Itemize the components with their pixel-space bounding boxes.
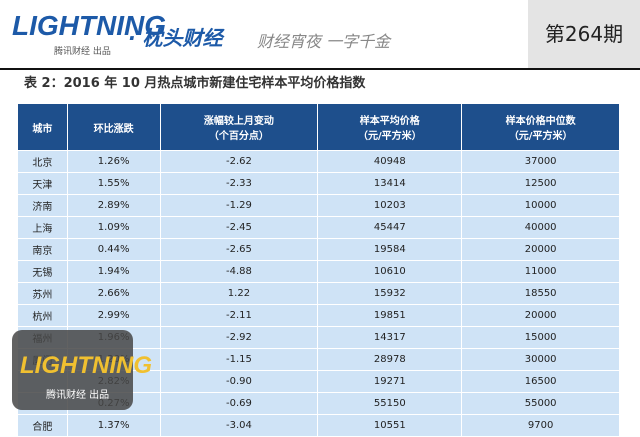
cell: 13414 xyxy=(317,172,463,195)
table-row: 天津 1.55% -2.33 13414 12500 xyxy=(17,172,620,195)
logo-sub: 腾讯财经 出品 xyxy=(54,47,111,57)
cell: 20000 xyxy=(461,238,620,261)
cell: 1.94% xyxy=(66,260,161,283)
cell: 0.44% xyxy=(66,238,161,261)
table-row: 苏州 2.66% 1.22 15932 18550 xyxy=(17,282,620,305)
cell: -0.69 xyxy=(159,392,319,415)
table-row: 北京 1.26% -2.62 40948 37000 xyxy=(17,150,620,173)
cell: 2.99% xyxy=(66,304,161,327)
table-row: 上海 1.09% -2.45 45447 40000 xyxy=(17,216,620,239)
cell: 2.89% xyxy=(66,194,161,217)
cell: 天津 xyxy=(17,172,68,195)
cell: 2.66% xyxy=(66,282,161,305)
cell: -2.92 xyxy=(159,326,319,349)
cell: 10551 xyxy=(317,414,463,437)
cell: 37000 xyxy=(461,150,620,173)
cell: 28978 xyxy=(317,348,463,371)
cell: 10203 xyxy=(317,194,463,217)
cell: 合肥 xyxy=(17,414,68,437)
cell: 19271 xyxy=(317,370,463,393)
cell: -1.29 xyxy=(159,194,319,217)
slogan: 财经宵夜 一字千金 xyxy=(257,32,391,51)
cell: 15000 xyxy=(461,326,620,349)
column-header: 样本平均价格 （元/平方米） xyxy=(317,103,463,151)
cell: 45447 xyxy=(317,216,463,239)
cell: -0.90 xyxy=(159,370,319,393)
cell: 16500 xyxy=(461,370,620,393)
cell: 无锡 xyxy=(17,260,68,283)
cell: 11000 xyxy=(461,260,620,283)
table-row: 济南 2.89% -1.29 10203 10000 xyxy=(17,194,620,217)
cell: 19851 xyxy=(317,304,463,327)
header: LIGHTNING 腾讯财经 出品 · 枕头财经 财经宵夜 一字千金 第264期 xyxy=(0,0,640,70)
cell: 30000 xyxy=(461,348,620,371)
cell: 北京 xyxy=(17,150,68,173)
cell: 1.55% xyxy=(66,172,161,195)
cell: 杭州 xyxy=(17,304,68,327)
cell: 18550 xyxy=(461,282,620,305)
cell: -3.04 xyxy=(159,414,319,437)
cell: 12500 xyxy=(461,172,620,195)
overlay-logo-sub: 腾讯财经 出品 xyxy=(46,390,110,401)
cell: 55000 xyxy=(461,392,620,415)
table-row: 合肥 1.37% -3.04 10551 9700 xyxy=(17,414,620,437)
cell: 19584 xyxy=(317,238,463,261)
cell: -2.65 xyxy=(159,238,319,261)
cell: 40948 xyxy=(317,150,463,173)
cell: 济南 xyxy=(17,194,68,217)
cell: -1.15 xyxy=(159,348,319,371)
overlay-logo-text: LIGHTNING xyxy=(20,352,152,379)
column-header: 样本价格中位数 （元/平方米） xyxy=(461,103,620,151)
cell: 55150 xyxy=(317,392,463,415)
cell: 南京 xyxy=(17,238,68,261)
cell: 1.37% xyxy=(66,414,161,437)
column-header: 环比涨跌 xyxy=(66,103,161,151)
price-table: 城市 环比涨跌 涨幅较上月变动 （个百分点） 样本平均价格 （元/平方米） 样本价格中位… xyxy=(17,103,620,437)
cell: -4.88 xyxy=(159,260,319,283)
cell: 20000 xyxy=(461,304,620,327)
cell: 10610 xyxy=(317,260,463,283)
column-header: 城市 xyxy=(17,103,68,151)
issue: 第264期 xyxy=(528,0,640,68)
overlay-logo: LIGHTNING 腾讯财经 出品 xyxy=(12,330,152,410)
cell: 上海 xyxy=(17,216,68,239)
cell: 15932 xyxy=(317,282,463,305)
table-title: 表 2：2016 年 10 月热点城市新建住宅样本平均价格指数 xyxy=(24,76,366,91)
cell: 1.22 xyxy=(159,282,319,305)
column-header: 涨幅较上月变动 （个百分点） xyxy=(159,103,319,151)
cell: -2.45 xyxy=(159,216,319,239)
table-row: 南京 0.44% -2.65 19584 20000 xyxy=(17,238,620,261)
cell: 10000 xyxy=(461,194,620,217)
cell: -2.33 xyxy=(159,172,319,195)
table-row: 无锡 1.94% -4.88 10610 11000 xyxy=(17,260,620,283)
cell: -2.11 xyxy=(159,304,319,327)
logo: LIGHTNING xyxy=(12,10,166,41)
cell: 苏州 xyxy=(17,282,68,305)
cell: 1.09% xyxy=(66,216,161,239)
cell: 40000 xyxy=(461,216,620,239)
table-row: 杭州 2.99% -2.11 19851 20000 xyxy=(17,304,620,327)
brand: · 枕头财经 xyxy=(128,26,223,50)
cell: 9700 xyxy=(461,414,620,437)
cell: 14317 xyxy=(317,326,463,349)
cell: -2.62 xyxy=(159,150,319,173)
cell: 1.26% xyxy=(66,150,161,173)
